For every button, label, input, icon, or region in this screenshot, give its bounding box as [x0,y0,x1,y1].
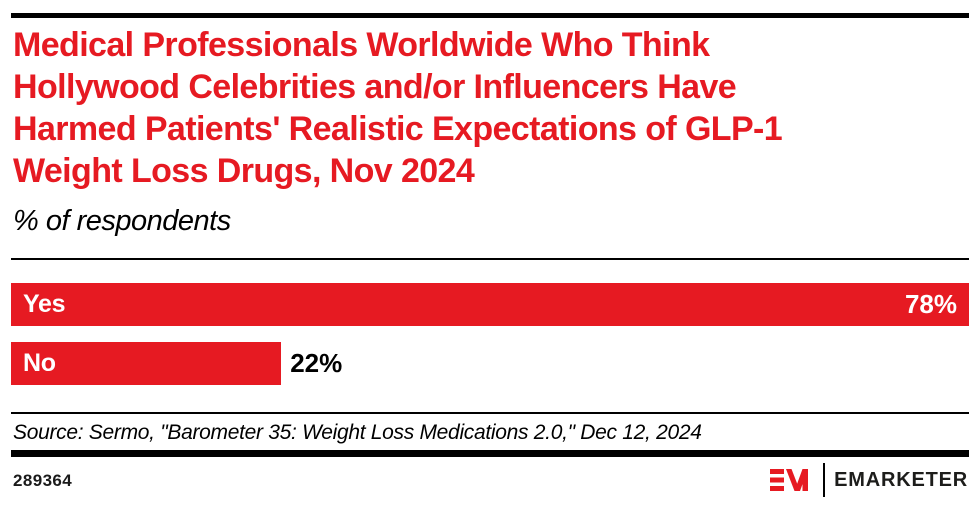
emarketer-logo: EMARKETER [770,462,968,498]
bar-no: No [11,342,282,385]
logo-divider [823,463,826,497]
bar-chart: Yes 78% No 22% [11,283,969,401]
header-divider-rule [11,258,969,260]
chart-subtitle: % of respondents [13,205,231,237]
bar-category-label: Yes [23,290,66,318]
chart-title: Medical Professionals Worldwide Who Thin… [13,24,783,192]
source-divider-rule [11,412,969,414]
bar-row-no: No 22% [11,342,969,385]
chart-title-line: Hollywood Celebrities and/or Influencers… [13,68,737,106]
emarketer-wordmark: EMARKETER [834,468,968,491]
bar-value-label: 22% [290,348,343,378]
bar-yes: Yes 78% [11,283,969,326]
chart-title-line: Medical Professionals Worldwide Who Thin… [13,26,710,64]
bar-category-label: No [23,349,56,377]
bar-value-label: 78% [904,289,957,319]
emarketer-em-icon [770,469,809,491]
source-note: Source: Sermo, "Barometer 35: Weight Los… [13,421,702,444]
chart-title-line: Weight Loss Drugs, Nov 2024 [13,152,475,190]
bar-row-yes: Yes 78% [11,283,969,326]
chart-id: 289364 [13,471,73,490]
chart-title-line: Harmed Patients' Realistic Expectations … [13,110,783,148]
top-rule [11,13,969,18]
footer-rule [11,450,969,457]
